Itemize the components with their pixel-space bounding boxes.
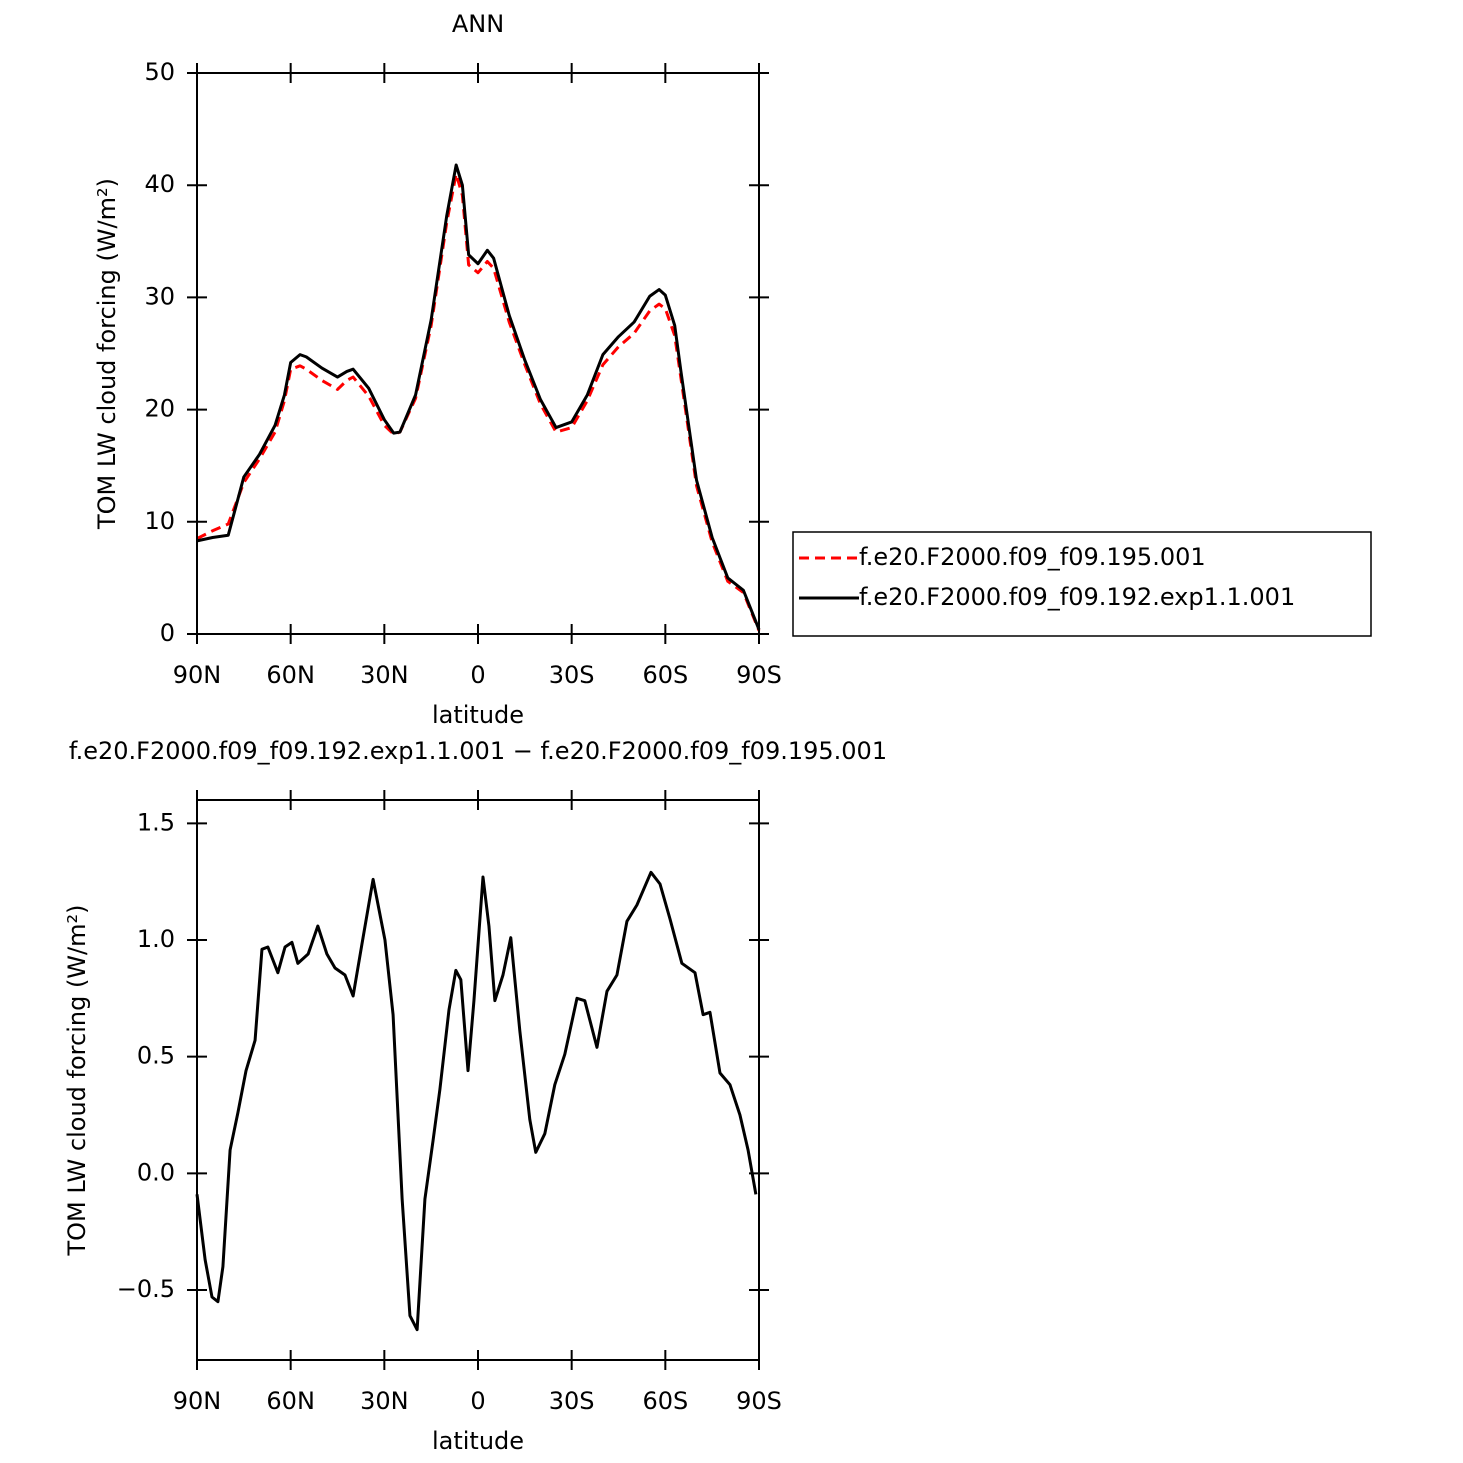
plot-frame (196, 799, 760, 1361)
x-tick-label: 60S (642, 1387, 688, 1415)
x-tick-label: 90N (173, 661, 222, 689)
legend-label: f.e20.F2000.f09_f09.195.001 (859, 543, 1206, 571)
x-tick-label: 30N (360, 661, 409, 689)
y-tick-label: 0 (160, 619, 175, 647)
x-tick-label: 0 (470, 661, 485, 689)
chart-title: f.e20.F2000.f09_f09.192.exp1.1.001 − f.e… (69, 737, 887, 765)
data-line (195, 870, 758, 1332)
y-tick-label: 0.0 (137, 1158, 175, 1186)
y-tick-label: 0.5 (137, 1042, 175, 1070)
x-axis-label: latitude (432, 1427, 524, 1455)
y-axis-label: TOM LW cloud forcing (W/m²) (93, 178, 121, 530)
x-tick-label: 90S (736, 1387, 782, 1415)
x-tick-label: 60N (266, 661, 315, 689)
x-tick-label: 30S (549, 661, 595, 689)
y-tick-label: 20 (144, 395, 175, 423)
x-tick-label: 90N (173, 1387, 222, 1415)
y-tick-label: 40 (144, 170, 175, 198)
y-tick-label: 10 (144, 507, 175, 535)
chart-title: ANN (452, 10, 504, 38)
y-tick-label: 1.0 (137, 925, 175, 953)
y-tick-label: −0.5 (117, 1275, 175, 1303)
x-tick-label: 90S (736, 661, 782, 689)
legend-box (792, 531, 1372, 637)
y-tick-label: 30 (144, 282, 175, 310)
data-line (196, 163, 761, 631)
y-tick-label: 50 (144, 58, 175, 86)
x-tick-label: 0 (470, 1387, 485, 1415)
y-axis-label: TOM LW cloud forcing (W/m²) (63, 905, 91, 1257)
x-tick-label: 60N (266, 1387, 315, 1415)
y-tick-label: 1.5 (137, 808, 175, 836)
plot-frame (196, 72, 760, 635)
legend-label: f.e20.F2000.f09_f09.192.exp1.1.001 (859, 583, 1295, 611)
x-tick-label: 60S (642, 661, 688, 689)
x-tick-label: 30S (549, 1387, 595, 1415)
x-tick-label: 30N (360, 1387, 409, 1415)
x-axis-label: latitude (432, 701, 524, 729)
